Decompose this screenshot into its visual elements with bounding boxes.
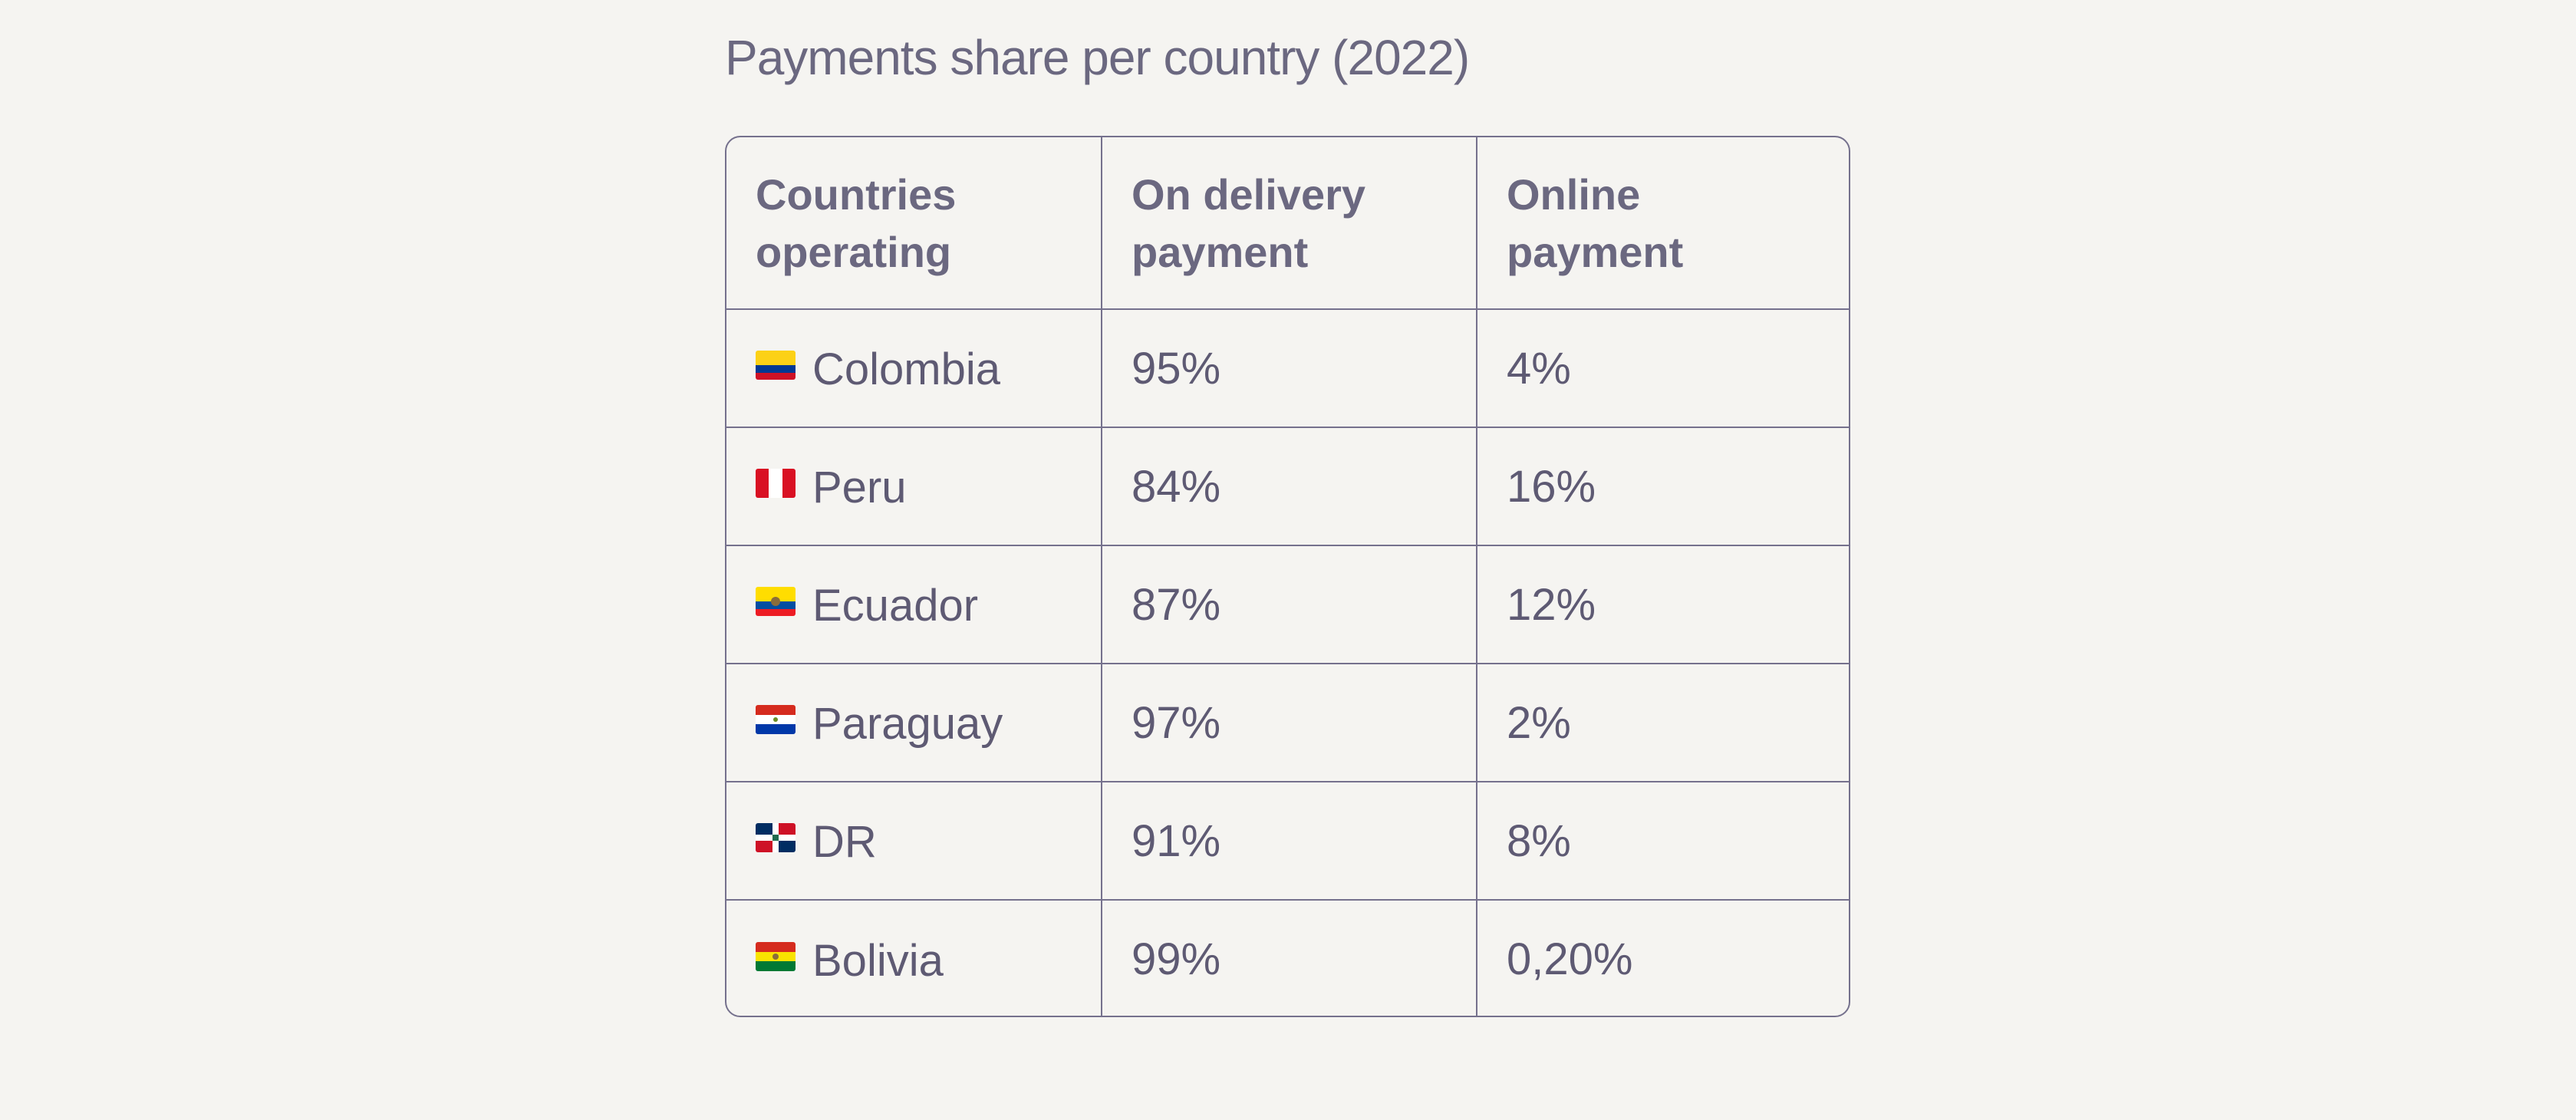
country-cell: Peru xyxy=(726,427,1102,546)
table-row: Ecuador 87% 12% xyxy=(726,545,1849,664)
on-delivery-cell: 87% xyxy=(1102,545,1477,664)
colombia-flag-icon xyxy=(756,351,796,380)
on-delivery-cell: 91% xyxy=(1102,782,1477,901)
online-cell: 12% xyxy=(1477,545,1849,664)
paraguay-flag-icon xyxy=(756,705,796,735)
country-cell: Colombia xyxy=(726,309,1102,428)
ecuador-flag-icon xyxy=(756,587,796,617)
peru-flag-icon xyxy=(756,469,796,499)
country-cell: DR xyxy=(726,782,1102,901)
online-cell: 0,20% xyxy=(1507,934,1633,984)
page-title: Payments share per country (2022) xyxy=(725,30,1470,85)
country-cell: Ecuador xyxy=(726,545,1102,664)
country-cell: Paraguay xyxy=(726,664,1102,782)
online-cell: 16% xyxy=(1477,427,1849,546)
country-cell: Bolivia xyxy=(726,900,1102,1016)
dominican-republic-flag-icon xyxy=(756,823,796,853)
table-header-row: Countries operating On delivery payment … xyxy=(726,137,1849,310)
country-name: Paraguay xyxy=(812,699,1003,749)
online-cell: 2% xyxy=(1477,664,1849,782)
bolivia-flag-icon xyxy=(756,941,796,971)
payments-table-grid: Countries operating On delivery payment … xyxy=(726,137,1849,1016)
online-cell: 8% xyxy=(1477,782,1849,901)
header-countries-operating: Countries operating xyxy=(726,137,1102,310)
header-online-payment: Online payment xyxy=(1477,137,1849,310)
on-delivery-cell: 99% xyxy=(1102,900,1477,1016)
table-row: Bolivia 99% 0,20% xyxy=(726,900,1849,1016)
table-row: Colombia 95% 4% xyxy=(726,309,1849,428)
table-row: Paraguay 97% 2% xyxy=(726,664,1849,782)
country-name: Colombia xyxy=(812,344,1000,395)
country-name: Bolivia xyxy=(812,936,944,987)
on-delivery-cell: 97% xyxy=(1102,664,1477,782)
header-on-delivery-payment: On delivery payment xyxy=(1102,137,1477,310)
on-delivery-cell: 95% xyxy=(1102,309,1477,428)
table-row: DR 91% 8% xyxy=(726,782,1849,901)
country-name: DR xyxy=(812,817,877,868)
payments-table: Countries operating On delivery payment … xyxy=(725,136,1850,1017)
on-delivery-cell: 84% xyxy=(1102,427,1477,546)
country-name: Peru xyxy=(812,463,907,513)
country-name: Ecuador xyxy=(812,581,979,631)
table-row: Peru 84% 16% xyxy=(726,427,1849,546)
online-cell: 4% xyxy=(1477,309,1849,428)
